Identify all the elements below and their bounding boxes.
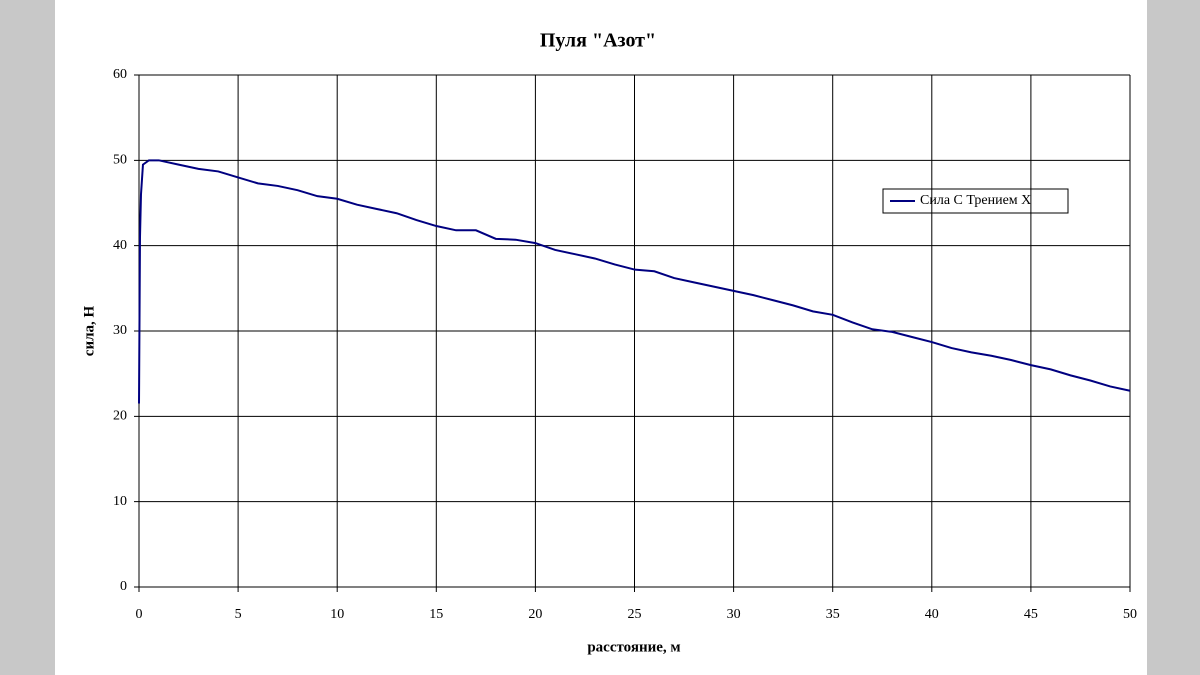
y-tick-label: 30 bbox=[113, 323, 127, 338]
y-tick-label: 10 bbox=[113, 494, 127, 509]
y-tick-label: 0 bbox=[120, 579, 127, 594]
x-tick-label: 15 bbox=[429, 607, 443, 622]
y-tick-label: 20 bbox=[113, 409, 127, 424]
y-tick-label: 40 bbox=[113, 238, 127, 253]
x-tick-label: 30 bbox=[727, 607, 741, 622]
chart-title: Пуля "Азот" bbox=[540, 30, 656, 52]
y-axis-label: сила, Н bbox=[81, 305, 97, 356]
x-tick-label: 50 bbox=[1123, 607, 1137, 622]
x-tick-label: 5 bbox=[235, 607, 242, 622]
y-tick-label: 50 bbox=[113, 153, 127, 168]
legend-label: Сила С Трением Х bbox=[920, 193, 1031, 208]
x-tick-label: 35 bbox=[826, 607, 840, 622]
x-tick-label: 20 bbox=[528, 607, 542, 622]
x-tick-label: 0 bbox=[136, 607, 143, 622]
x-tick-label: 40 bbox=[925, 607, 939, 622]
legend: Сила С Трением Х bbox=[882, 188, 1069, 214]
x-axis-label: расстояние, м bbox=[587, 639, 680, 655]
y-tick-label: 60 bbox=[113, 67, 127, 82]
x-tick-label: 45 bbox=[1024, 607, 1038, 622]
data-line bbox=[138, 159, 1131, 404]
chart-background bbox=[55, 0, 1147, 675]
x-tick-label: 10 bbox=[330, 607, 344, 622]
x-tick-label: 25 bbox=[628, 607, 642, 622]
